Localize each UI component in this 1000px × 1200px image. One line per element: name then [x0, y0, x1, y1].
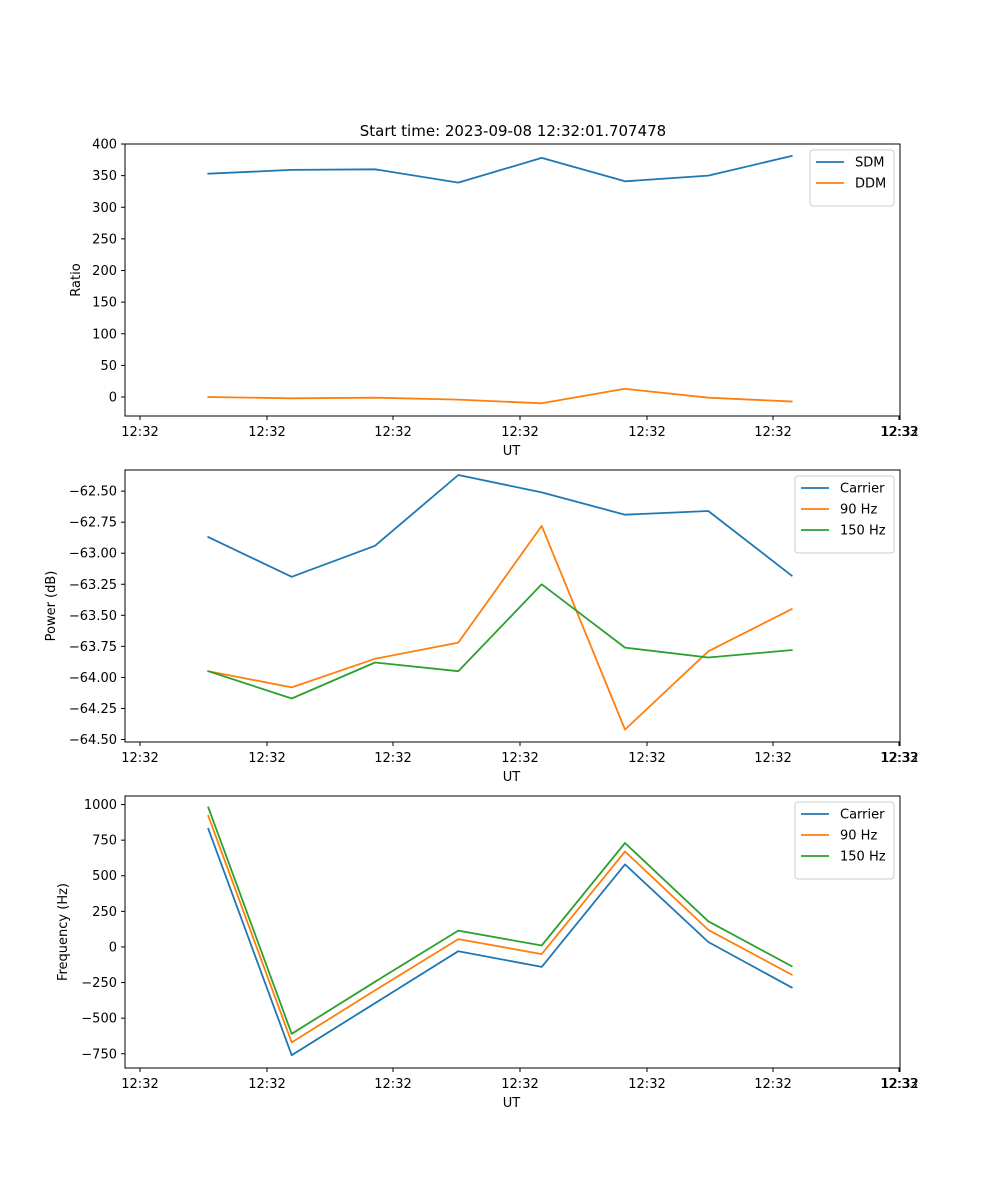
- legend-label: 90 Hz: [840, 503, 877, 518]
- legend: Carrier 90 Hz 150 Hz: [794, 801, 895, 880]
- x-tick-label: 12:33: [880, 751, 917, 766]
- y-tick-label: −62.50: [69, 485, 117, 500]
- y-tick-label: 0: [109, 391, 117, 406]
- series-line-150-hz: [207, 583, 793, 700]
- legend-label: SDM: [855, 156, 884, 171]
- x-tick-label: 12:32: [374, 1077, 411, 1092]
- y-tick-label: −750: [81, 1047, 117, 1062]
- x-tick-label: 12:32: [121, 425, 158, 440]
- y-tick-label: 350: [92, 169, 117, 184]
- y-tick-label: 150: [92, 296, 117, 311]
- legend-label: Carrier: [840, 808, 885, 823]
- x-tick-label: 12:32: [628, 751, 665, 766]
- legend-label: 150 Hz: [840, 524, 886, 539]
- series-line-90-hz: [207, 814, 793, 1044]
- x-axis-label: UT: [503, 1096, 521, 1111]
- y-axis-label: Frequency (Hz): [56, 883, 71, 981]
- x-tick-label: 12:32: [881, 425, 918, 440]
- series-line-carrier: [207, 474, 793, 578]
- legend-label: 90 Hz: [840, 829, 877, 844]
- axes-frame: [124, 469, 901, 743]
- series-line-150-hz: [207, 806, 793, 1035]
- x-tick-label: 12:32: [501, 425, 538, 440]
- x-tick-label: 12:32: [374, 425, 411, 440]
- x-tick-label: 12:32: [501, 751, 538, 766]
- y-tick-label: 500: [92, 869, 117, 884]
- legend-label: DDM: [855, 177, 886, 192]
- y-tick-label: 400: [92, 138, 117, 153]
- y-tick-label: −64.50: [69, 733, 117, 748]
- legend-box: [809, 149, 895, 207]
- y-tick-label: 750: [92, 834, 117, 849]
- y-tick-label: −64.00: [69, 671, 117, 686]
- x-tick-label: 12:32: [628, 1077, 665, 1092]
- series-line-carrier: [207, 827, 793, 1057]
- x-tick-label: 12:32: [754, 1077, 791, 1092]
- series-line-sdm: [207, 154, 793, 184]
- x-tick-label: 12:32: [248, 751, 285, 766]
- y-tick-label: 250: [92, 905, 117, 920]
- y-tick-label: 50: [100, 359, 117, 374]
- y-tick-label: −64.25: [69, 702, 117, 717]
- axes-frame: [124, 143, 901, 417]
- x-tick-label: 12:33: [880, 1077, 917, 1092]
- chart-title: Start time: 2023-09-08 12:32:01.707478: [360, 122, 666, 140]
- y-tick-label: 100: [92, 327, 117, 342]
- y-axis-label: Ratio: [69, 263, 84, 296]
- legend-label: Carrier: [840, 482, 885, 497]
- legend-box: [794, 475, 895, 554]
- y-tick-label: −63.25: [69, 578, 117, 593]
- x-tick-label: 12:33: [880, 425, 917, 440]
- series-line-90-hz: [207, 525, 793, 731]
- y-tick-label: −63.75: [69, 640, 117, 655]
- y-tick-label: 250: [92, 232, 117, 247]
- axes-frame: [124, 795, 901, 1069]
- x-tick-label: 12:32: [121, 751, 158, 766]
- y-tick-label: −250: [81, 976, 117, 991]
- x-tick-label: 12:32: [501, 1077, 538, 1092]
- y-tick-label: 1000: [84, 798, 117, 813]
- x-tick-label: 12:32: [881, 1077, 918, 1092]
- y-tick-label: 300: [92, 201, 117, 216]
- y-tick-label: −63.50: [69, 609, 117, 624]
- x-tick-label: 12:32: [754, 751, 791, 766]
- x-tick-label: 12:32: [248, 425, 285, 440]
- legend: SDM DDM: [809, 149, 895, 207]
- chart-panel-2: −64.50 −64.25 −64.00 −63.75 −63.50 −63.25 −63.…: [44, 469, 919, 785]
- x-axis-label: UT: [503, 770, 521, 785]
- y-tick-label: −500: [81, 1012, 117, 1027]
- x-tick-label: 12:32: [121, 1077, 158, 1092]
- series-line-ddm: [207, 387, 793, 405]
- x-axis-label: UT: [503, 444, 521, 459]
- x-tick-label: 12:32: [374, 751, 411, 766]
- y-axis-label: Power (dB): [44, 571, 59, 642]
- legend-box: [794, 801, 895, 880]
- x-tick-label: 12:32: [754, 425, 791, 440]
- x-tick-label: 12:32: [248, 1077, 285, 1092]
- y-tick-label: 200: [92, 264, 117, 279]
- y-tick-label: 0: [109, 940, 117, 955]
- legend-label: 150 Hz: [840, 850, 886, 865]
- legend: Carrier 90 Hz 150 Hz: [794, 475, 895, 554]
- y-tick-label: −63.00: [69, 547, 117, 562]
- x-tick-label: 12:32: [628, 425, 665, 440]
- y-tick-label: −62.75: [69, 516, 117, 531]
- x-tick-label: 12:32: [881, 751, 918, 766]
